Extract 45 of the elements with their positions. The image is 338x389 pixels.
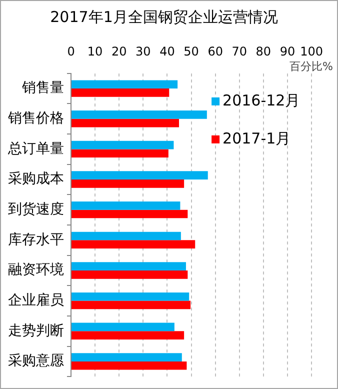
y-tick-label: 采购意愿 (8, 353, 64, 370)
bar (72, 353, 182, 362)
bar (72, 210, 188, 218)
x-tick-label: 70 (232, 44, 248, 58)
y-tick-label: 融资环境 (8, 262, 64, 278)
x-tick-label: 60 (208, 44, 223, 58)
bar (72, 322, 174, 332)
bar (72, 171, 208, 180)
y-tick-label: 企业雇员 (8, 292, 64, 308)
bar (72, 331, 184, 340)
bar (72, 118, 180, 128)
bar (72, 140, 174, 150)
bar (72, 180, 184, 188)
bar (72, 300, 191, 310)
x-tick-label: 40 (160, 44, 175, 58)
x-tick-label: 80 (256, 44, 272, 58)
bar (72, 262, 186, 270)
x-tick-label: 50 (184, 44, 199, 58)
y-tick-label: 库存水平 (8, 232, 64, 248)
bar (72, 361, 187, 370)
bar (72, 270, 188, 279)
x-tick-label: 100 (300, 44, 323, 58)
bar (72, 88, 170, 97)
y-tick-label: 走势判断 (8, 322, 64, 339)
y-tick-label: 采购成本 (8, 171, 64, 188)
y-tick-label: 总订单量 (7, 140, 64, 157)
x-tick-label: 90 (280, 44, 296, 58)
x-tick-label: 20 (111, 44, 127, 58)
y-tick-label: 销售价格 (7, 110, 64, 127)
y-tick-label: 销售量 (21, 80, 64, 96)
x-tick-label: 0 (67, 44, 75, 58)
bar (72, 202, 180, 210)
chart-title: 2017年1月全国钢贸企业运营情况 (50, 8, 278, 26)
legend-label: 2016-12月 (222, 91, 300, 110)
legend-label: 2017-1月 (222, 129, 291, 148)
bar (72, 292, 190, 301)
bar (72, 149, 168, 158)
bar (72, 232, 181, 240)
x-tick-label: 10 (87, 44, 103, 58)
bar (72, 110, 207, 119)
bar (72, 80, 178, 89)
x-tick-label: 30 (136, 44, 151, 58)
bar (72, 240, 196, 248)
x-axis-title: 百分比% (290, 60, 333, 73)
y-tick-label: 到货速度 (8, 201, 64, 218)
